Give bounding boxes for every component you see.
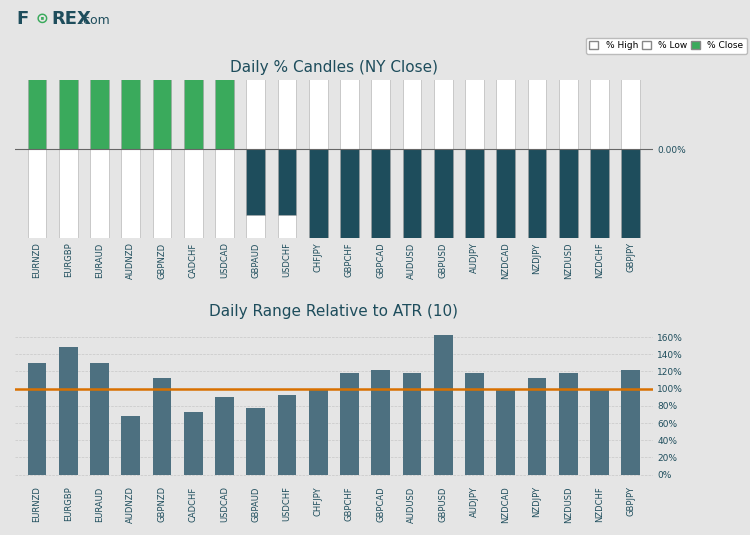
Bar — [246, 149, 265, 215]
Bar — [465, 373, 484, 475]
Bar — [58, 347, 77, 475]
Bar — [152, 0, 171, 149]
Bar — [559, 373, 578, 475]
Bar — [90, 363, 109, 475]
Bar — [122, 0, 140, 535]
Bar — [340, 373, 358, 475]
Bar — [527, 0, 546, 535]
Bar — [122, 416, 140, 475]
Bar — [184, 412, 203, 475]
Bar — [278, 395, 296, 475]
Bar — [184, 0, 203, 535]
Bar — [403, 149, 422, 346]
Bar — [590, 149, 609, 346]
Bar — [28, 0, 46, 535]
Bar — [496, 149, 515, 411]
Bar — [433, 0, 452, 535]
Bar — [403, 0, 422, 535]
Bar — [590, 0, 609, 535]
Bar — [246, 0, 265, 535]
Bar — [621, 149, 640, 346]
Bar — [246, 408, 265, 475]
Bar — [28, 0, 46, 149]
Bar — [433, 149, 452, 346]
Bar — [309, 149, 328, 535]
Bar — [152, 0, 171, 535]
Bar — [309, 388, 328, 475]
Bar — [465, 0, 484, 535]
Bar — [215, 397, 234, 475]
Bar — [433, 335, 452, 475]
Bar — [465, 149, 484, 346]
Bar — [403, 373, 422, 475]
Bar — [90, 0, 109, 535]
Bar — [28, 363, 46, 475]
Bar — [496, 388, 515, 475]
Bar — [309, 0, 328, 535]
Bar — [340, 149, 358, 411]
Bar — [184, 0, 203, 149]
Bar — [371, 149, 390, 411]
Text: ⊙: ⊙ — [36, 11, 49, 26]
Title: Daily Range Relative to ATR (10): Daily Range Relative to ATR (10) — [209, 304, 458, 319]
Bar — [621, 370, 640, 475]
Bar — [590, 388, 609, 475]
Text: .com: .com — [80, 14, 110, 27]
Bar — [527, 378, 546, 475]
Bar — [90, 0, 109, 149]
Bar — [215, 18, 234, 149]
Bar — [559, 0, 578, 535]
Title: Daily % Candles (NY Close): Daily % Candles (NY Close) — [230, 60, 438, 75]
Bar — [122, 0, 140, 149]
Bar — [215, 0, 234, 535]
Bar — [371, 370, 390, 475]
Bar — [559, 149, 578, 346]
Legend: % High, % Low, % Close: % High, % Low, % Close — [586, 37, 747, 54]
Bar — [278, 149, 296, 215]
Bar — [371, 0, 390, 535]
Bar — [496, 0, 515, 535]
Bar — [527, 149, 546, 346]
Bar — [58, 0, 77, 149]
Bar — [58, 0, 77, 535]
Bar — [340, 0, 358, 535]
Bar — [152, 378, 171, 475]
Text: REX: REX — [51, 10, 91, 28]
Bar — [621, 0, 640, 535]
Bar — [278, 0, 296, 535]
Text: F: F — [16, 10, 28, 28]
